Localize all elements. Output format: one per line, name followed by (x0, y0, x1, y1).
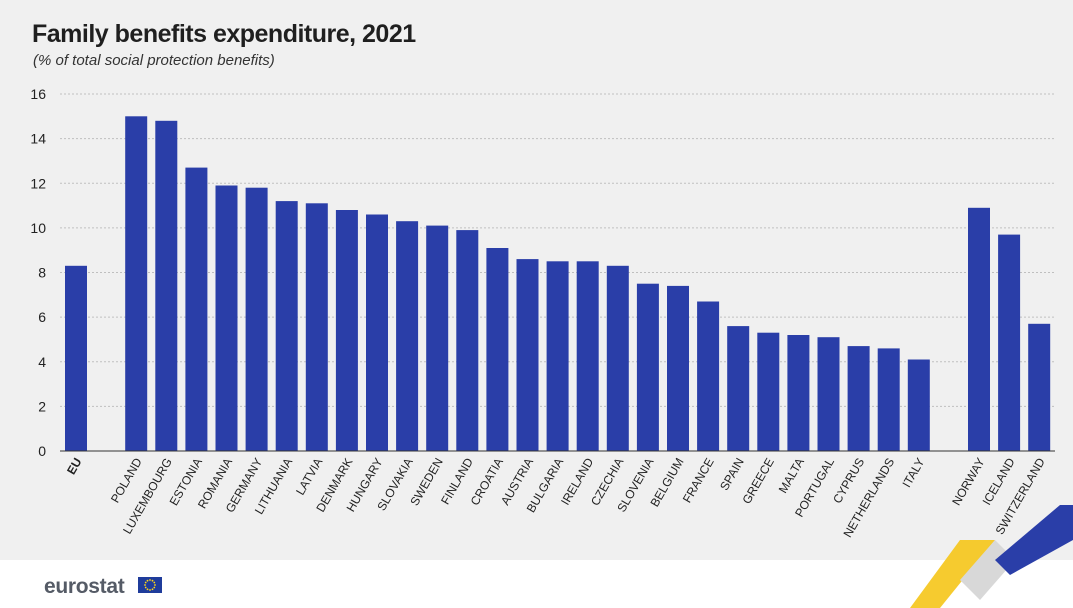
bar-france (697, 301, 720, 451)
bar-bulgaria (546, 261, 569, 451)
bar-latvia (305, 203, 328, 451)
y-tick-label: 6 (38, 309, 46, 325)
y-tick-label: 0 (38, 443, 46, 459)
bar-lithuania (275, 201, 298, 451)
y-axis-ticks: 0 2 4 6 8 10 12 14 16 (30, 86, 46, 459)
y-tick-label: 10 (30, 220, 46, 236)
bar-norway (968, 207, 990, 451)
bar-ireland (576, 261, 599, 451)
bar-switzerland (1028, 323, 1051, 451)
bar-luxembourg (155, 120, 178, 452)
bar-portugal (817, 337, 840, 451)
bar-greece (757, 332, 780, 451)
y-tick-label: 14 (30, 131, 46, 147)
bar-eu (65, 265, 87, 451)
chart-title: Family benefits expenditure, 2021 (32, 20, 416, 48)
bar-romania (215, 185, 238, 451)
bar-estonia (185, 167, 208, 451)
bar-malta (787, 335, 810, 451)
bar-slovenia (636, 283, 659, 451)
y-tick-label: 2 (38, 398, 46, 414)
bar-austria (516, 259, 539, 451)
bar-spain (727, 326, 750, 451)
bars (65, 116, 1051, 452)
bar-denmark (335, 210, 358, 451)
bar-belgium (667, 285, 689, 451)
bar-cyprus (847, 346, 870, 451)
y-tick-label: 4 (38, 354, 46, 370)
bar-czechia (606, 265, 629, 451)
bar-poland (125, 116, 148, 452)
bar-hungary (366, 214, 388, 451)
eurostat-logo: eurostat (44, 575, 125, 598)
eu-flag-icon (138, 577, 162, 593)
bar-iceland (998, 234, 1021, 451)
bar-sweden (426, 225, 449, 451)
bar-finland (456, 230, 479, 451)
y-tick-label: 12 (30, 175, 46, 191)
bar-slovakia (396, 221, 419, 451)
bar-croatia (486, 248, 509, 451)
bar-italy (907, 359, 930, 451)
y-tick-label: 8 (38, 265, 46, 281)
chart-subtitle: (% of total social protection benefits) (33, 52, 275, 69)
footer-bar (0, 560, 1073, 608)
bar-netherlands (877, 348, 900, 451)
bar-germany (245, 187, 268, 451)
y-tick-label: 16 (30, 86, 46, 102)
